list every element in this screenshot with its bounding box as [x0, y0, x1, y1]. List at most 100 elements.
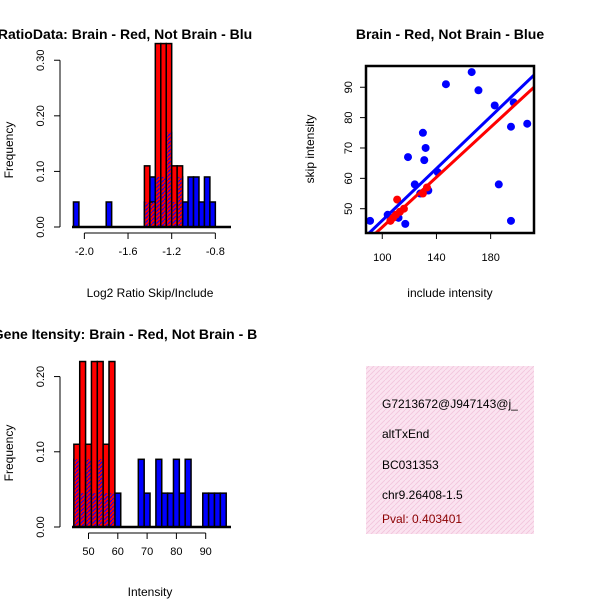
ratio-bar-overlap-3 — [150, 201, 155, 227]
ratio-x-tick-label-1: -1.6 — [119, 246, 138, 258]
intensity-bar-notbrain-11 — [137, 458, 145, 528]
ratio-bar-overlap-8 — [178, 176, 182, 227]
scatter-fit-line-notbrain — [367, 74, 534, 233]
scatter-point-notbrain-16 — [494, 180, 503, 189]
scatter-y-tick-label-0: 50 — [343, 203, 355, 215]
scatter-point-notbrain-14 — [474, 86, 483, 95]
intensity-bar-overlap-4 — [98, 459, 103, 527]
intensity-bar-notbrain-15 — [161, 492, 169, 528]
scatter-panel: Brain - Red, Not Brain - Blue 100 140 180 5… — [303, 26, 544, 300]
intensity-x-label: Intensity — [128, 585, 173, 599]
scatter-point-notbrain-7 — [418, 128, 427, 137]
intensity-x-tick-label-1: 60 — [112, 546, 124, 558]
scatter-y-tick-label-4: 90 — [343, 81, 355, 93]
ratio-y-tick-label-2: 0.20 — [35, 105, 47, 126]
scatter-point-notbrain-3 — [401, 219, 410, 228]
scatter-point-notbrain-18 — [506, 216, 515, 225]
intensity-x-tick-label-2: 70 — [141, 546, 153, 558]
intensity-bar-notbrain-7 — [114, 492, 122, 528]
scatter-y-label: skip intensity — [303, 115, 317, 184]
intensity-x-tick-label-0: 50 — [82, 546, 94, 558]
info-panel: G7213672@J947143@j_ altTxEnd BC031353 ch… — [366, 366, 534, 534]
info-panel-background — [366, 366, 534, 534]
scatter-x-tick-label-0: 100 — [373, 252, 391, 264]
intensity-bar-overlap-0 — [74, 459, 79, 527]
ratio-bar-notbrain-11 — [192, 176, 200, 228]
ratio-bar-notbrain-0 — [72, 201, 80, 228]
intensity-y-label: Frequency — [2, 425, 16, 482]
ratio-x-tick-label-3: -0.8 — [206, 246, 225, 258]
ratio-y-tick-label-0: 0.00 — [35, 216, 47, 237]
ratio-bar-notbrain-1 — [105, 201, 113, 228]
intensity-bar-notbrain-14 — [155, 458, 163, 528]
scatter-point-notbrain-9 — [421, 143, 430, 152]
info-line-type: altTxEnd — [382, 427, 429, 441]
intensity-bar-notbrain-23 — [207, 492, 216, 528]
scatter-point-notbrain-0 — [366, 216, 375, 225]
intensity-bar-overlap-1 — [80, 493, 85, 527]
scatter-y-tick-label-3: 80 — [343, 111, 355, 123]
intensity-bar-notbrain-17 — [172, 458, 181, 528]
ratio-bar-notbrain-12 — [198, 201, 206, 228]
intensity-bar-notbrain-16 — [166, 492, 175, 528]
scatter-x-tick-label-1: 140 — [427, 252, 445, 264]
intensity-x-tick-label-4: 90 — [200, 546, 212, 558]
scatter-x-tick-label-2: 180 — [481, 252, 499, 264]
intensity-bars — [73, 360, 227, 528]
scatter-fit-line-brain — [373, 86, 534, 233]
ratio-y-tick-label-1: 0.10 — [35, 161, 47, 182]
intensity-y-tick-label-0: 0.00 — [35, 516, 47, 537]
intensity-bar-overlap-5 — [104, 493, 109, 527]
intensity-chart-title: Gene Itensity: Brain - Red, Not Brain - … — [0, 326, 257, 342]
ratio-bar-overlap-7 — [172, 201, 177, 227]
ratio-x-tick-label-2: -1.2 — [162, 246, 181, 258]
intensity-y-tick-label-2: 0.20 — [35, 366, 47, 387]
ratio-bars — [72, 42, 217, 228]
scatter-point-brain-3 — [393, 195, 402, 204]
ratio-bar-overlap-5 — [161, 176, 166, 227]
scatter-frame — [364, 64, 536, 235]
intensity-y-tick-label-1: 0.10 — [35, 441, 47, 462]
scatter-point-notbrain-20 — [523, 119, 532, 128]
intensity-bar-notbrain-22 — [202, 492, 210, 528]
ratio-y-tick-label-3: 0.30 — [35, 50, 47, 71]
info-line-id: G7213672@J947143@j_ — [382, 397, 518, 411]
ratio-axes: -2.0 -1.6 -1.2 -0.8 0.00 0.10 0.20 0.30 — [35, 50, 231, 258]
info-pval: Pval: 0.403401 — [382, 512, 462, 526]
ratio-bar-notbrain-9 — [181, 201, 189, 228]
intensity-bar-notbrain-12 — [143, 492, 151, 528]
info-line-accession: BC031353 — [382, 458, 439, 472]
scatter-point-notbrain-17 — [506, 122, 515, 131]
scatter-x-label: include intensity — [407, 286, 492, 300]
intensity-bar-notbrain-25 — [219, 492, 227, 528]
ratio-bar-notbrain-10 — [187, 176, 195, 228]
intensity-histogram-panel: Gene Itensity: Brain - Red, Not Brain - … — [0, 326, 257, 599]
ratio-bar-notbrain-14 — [209, 201, 217, 228]
intensity-bar-notbrain-19 — [184, 458, 192, 528]
ratio-bar-overlap-2 — [145, 201, 149, 227]
info-line-location: chr9.26408-1.5 — [382, 488, 463, 502]
ratio-y-label: Frequency — [2, 122, 16, 179]
scatter-marks — [366, 68, 534, 233]
scatter-point-notbrain-8 — [420, 156, 429, 165]
ratio-bar-overlap-6 — [167, 132, 171, 227]
scatter-point-notbrain-15 — [490, 101, 499, 110]
intensity-bar-overlap-2 — [86, 459, 91, 527]
scatter-y-tick-label-1: 60 — [343, 172, 355, 184]
ratio-bar-overlap-4 — [156, 176, 160, 227]
intensity-x-tick-label-3: 80 — [170, 546, 182, 558]
ratio-histogram-panel: RatioData: Brain - Red, Not Brain - Blu … — [0, 26, 252, 300]
ratio-bar-notbrain-13 — [203, 176, 211, 228]
scatter-axes: 100 140 180 50 60 70 80 90 — [343, 64, 536, 264]
ratio-x-label: Log2 Ratio Skip/Include — [87, 286, 214, 300]
scatter-plot-area — [366, 68, 534, 233]
intensity-bar-overlap-3 — [92, 493, 97, 527]
ratio-chart-title: RatioData: Brain - Red, Not Brain - Blu — [0, 26, 252, 42]
scatter-point-notbrain-4 — [404, 153, 412, 162]
intensity-bar-notbrain-18 — [178, 492, 186, 528]
intensity-axes: 50 60 70 80 90 0.00 0.10 0.20 — [35, 366, 231, 558]
ratio-x-tick-label-0: -2.0 — [75, 246, 94, 258]
scatter-y-tick-label-2: 70 — [343, 142, 355, 154]
scatter-chart-title: Brain - Red, Not Brain - Blue — [356, 26, 544, 42]
